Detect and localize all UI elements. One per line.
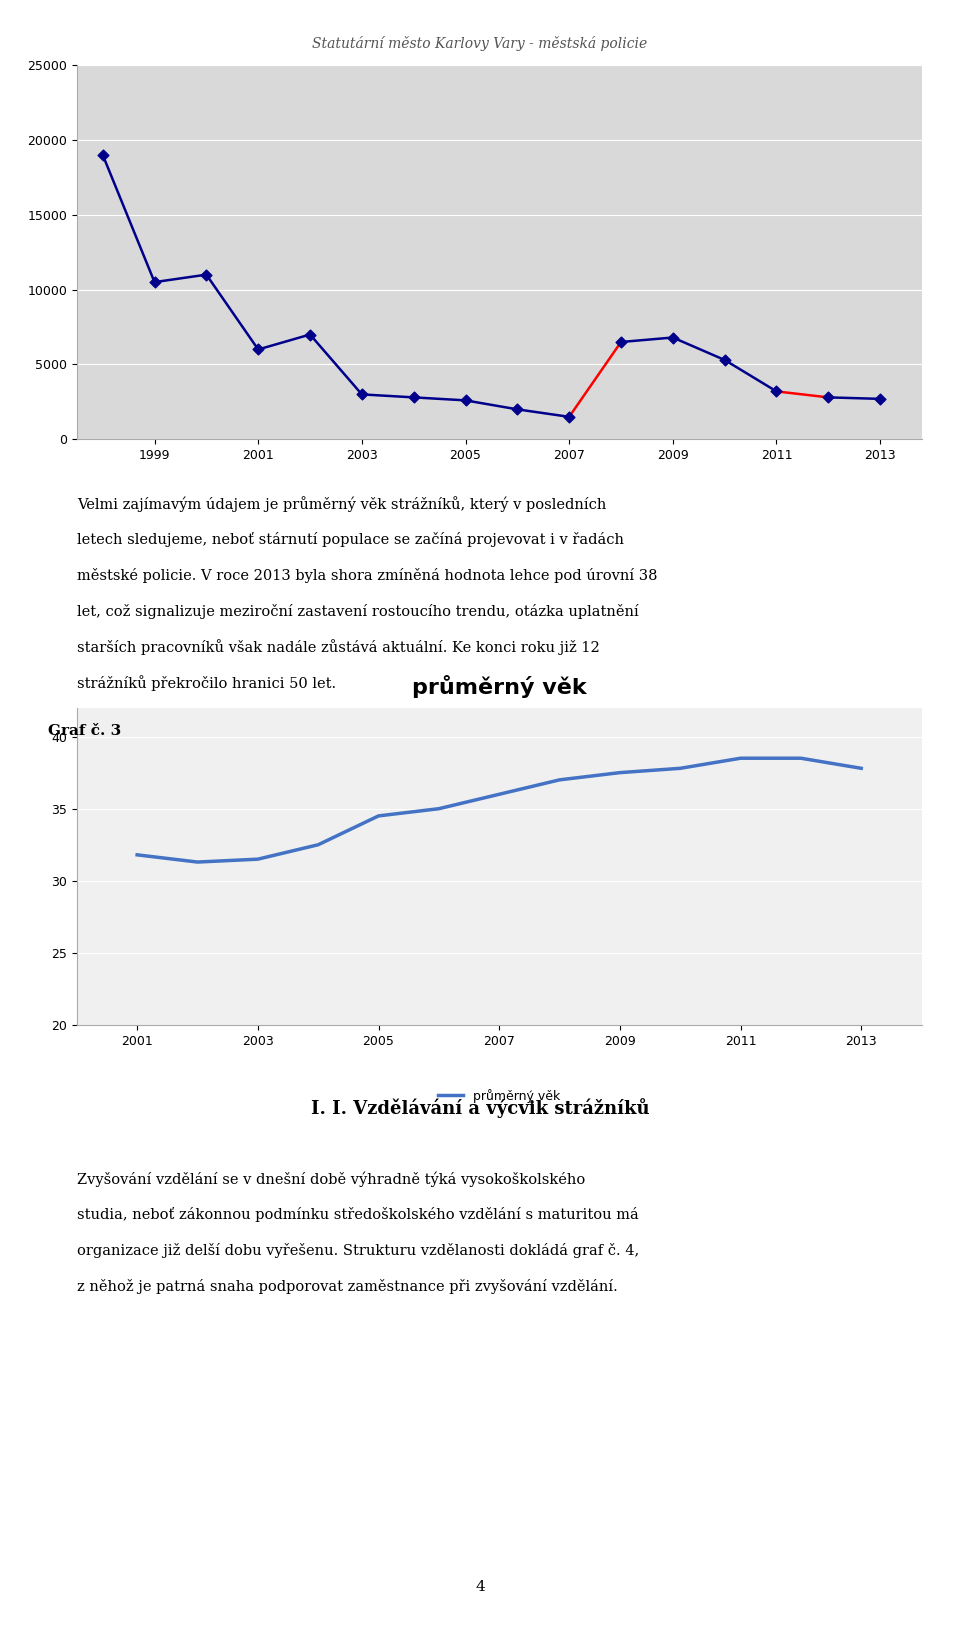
Text: z něhož je patrná snaha podporovat zaměstnance při zvyšování vzdělání.: z něhož je patrná snaha podporovat zaměs… [77,1279,617,1293]
Point [717,347,732,373]
Text: Velmi zajímavým údajem je průměrný věk strážníků, který v posledních: Velmi zajímavým údajem je průměrný věk s… [77,496,606,513]
Text: I. I. Vzdělávání a výcvik strážníků: I. I. Vzdělávání a výcvik strážníků [311,1098,649,1118]
Point [95,142,110,168]
Text: Statutární město Karlovy Vary - městská policie: Statutární město Karlovy Vary - městská … [312,36,648,50]
Legend: průměrný věk: průměrný věk [433,1084,565,1108]
Text: studia, neboť zákonnou podmínku středoškolského vzdělání s maturitou má: studia, neboť zákonnou podmínku středošk… [77,1207,638,1222]
Point [562,403,577,430]
Text: 4: 4 [475,1580,485,1594]
Text: strážníků překročilo hranici 50 let.: strážníků překročilo hranici 50 let. [77,675,336,691]
Point [199,262,214,288]
Point [251,337,266,363]
Point [769,379,784,405]
Title: průměrný věk: průměrný věk [412,675,587,698]
Point [354,381,370,407]
Text: starších pracovníků však nadále zůstává aktuální. Ke konci roku již 12: starších pracovníků však nadále zůstává … [77,639,600,656]
Text: Zvyšování vzdělání se v dnešní době výhradně týká vysokoškolského: Zvyšování vzdělání se v dnešní době výhr… [77,1171,585,1188]
Point [302,322,318,348]
Text: organizace již delší dobu vyřešenu. Strukturu vzdělanosti dokládá graf č. 4,: organizace již delší dobu vyřešenu. Stru… [77,1243,639,1258]
Text: letech sledujeme, neboť stárnutí populace se začíná projevovat i v řadách: letech sledujeme, neboť stárnutí populac… [77,532,624,547]
Point [147,268,162,294]
Point [406,384,421,410]
Point [821,384,836,410]
Text: Graf č. 3: Graf č. 3 [48,724,121,739]
Point [873,386,888,412]
Point [510,397,525,423]
Text: městské policie. V roce 2013 byla shora zmíněná hodnota lehce pod úrovní 38: městské policie. V roce 2013 byla shora … [77,568,658,582]
Point [458,387,473,413]
Point [665,324,681,350]
Point [613,329,629,355]
Text: let, což signalizuje meziroční zastavení rostoucího trendu, otázka uplatnění: let, což signalizuje meziroční zastavení… [77,604,638,618]
